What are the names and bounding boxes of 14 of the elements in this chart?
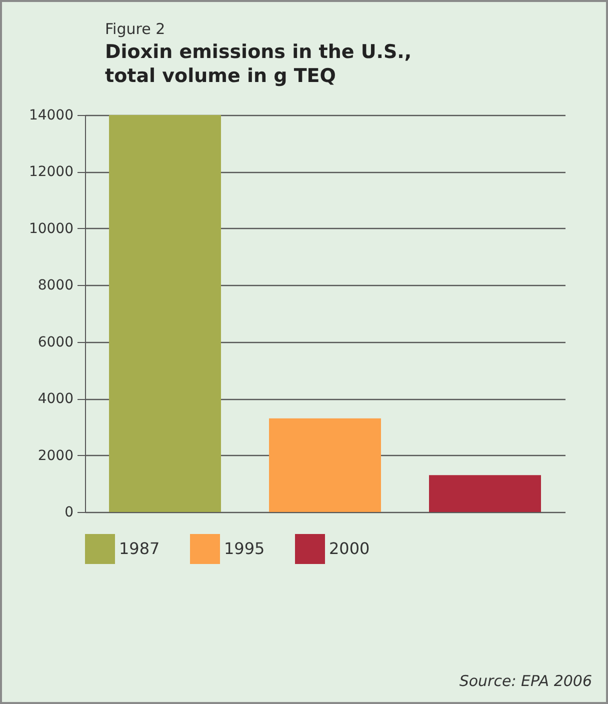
y-tick-label: 10000 (28, 220, 74, 237)
legend-label: 2000 (329, 539, 370, 558)
y-tick-label: 8000 (38, 278, 74, 294)
legend-label: 1995 (224, 539, 265, 558)
y-tick-label: 6000 (38, 334, 74, 350)
y-tick-label: 2000 (38, 448, 74, 464)
y-tick-label: 12000 (28, 164, 74, 180)
source-note: Source: EPA 2006 (459, 672, 592, 690)
y-tick-label: 4000 (38, 391, 74, 408)
y-tick-label: 0 (64, 504, 74, 520)
legend-label: 1987 (119, 539, 160, 558)
chart-subtitle: Dioxin emissions in the U.S., total volume in g TEQ (105, 41, 412, 87)
chart-title: Figure 2 (105, 20, 166, 38)
y-tick-label: 14000 (28, 108, 74, 124)
